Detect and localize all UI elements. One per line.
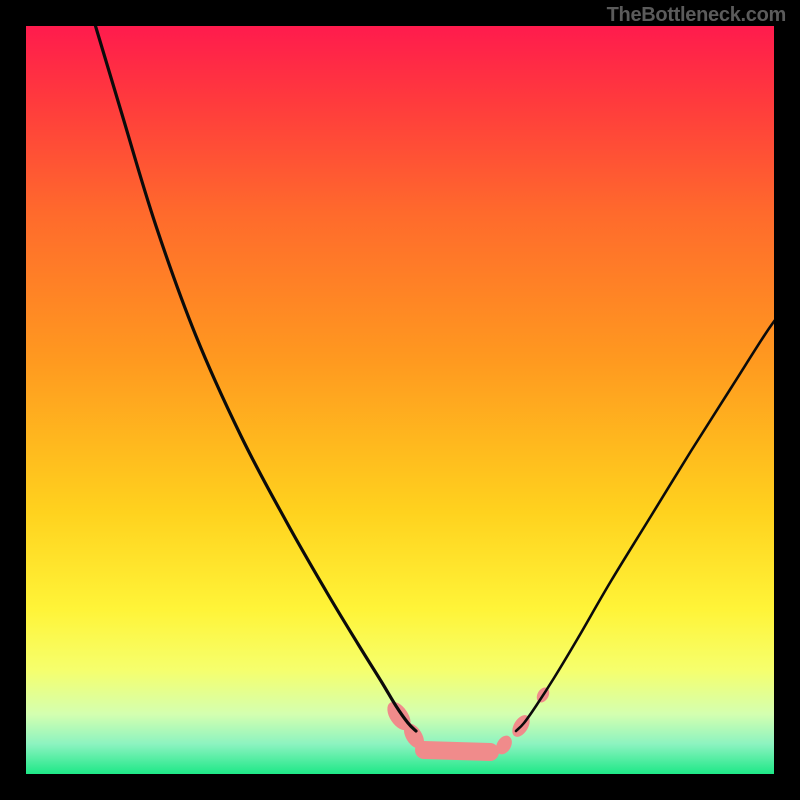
blob-marker — [415, 741, 499, 761]
plot-area — [26, 26, 774, 774]
curve-right — [516, 316, 774, 731]
chart-overlay — [26, 26, 774, 774]
watermark-text: TheBottleneck.com — [607, 4, 786, 27]
curve-left — [94, 26, 416, 731]
